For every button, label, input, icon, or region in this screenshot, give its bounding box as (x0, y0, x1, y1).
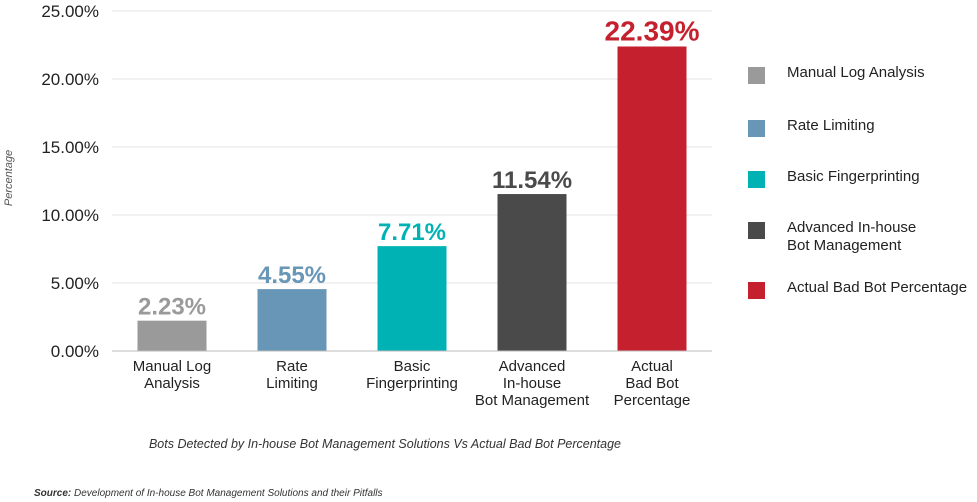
x-category-label: Advanced In-house Bot Management (475, 358, 590, 409)
value-label: 2.23% (138, 294, 206, 321)
y-axis-ticks: 0.00% 5.00% 10.00% 15.00% 20.00% 25.00% (41, 2, 99, 361)
legend-item-rate-limiting: Rate Limiting (748, 117, 977, 137)
legend-label: Actual Bad Bot Percentage (787, 279, 968, 296)
legend-item-manual-log-analysis: Manual Log Analysis (748, 64, 977, 84)
legend-item-advanced-in-house: Advanced In-house Bot Management (748, 219, 977, 255)
legend-item-basic-fingerprinting: Basic Fingerprinting (748, 168, 977, 188)
bar (617, 46, 687, 351)
bar (497, 194, 567, 351)
y-tick-label: 0.00% (51, 342, 99, 361)
legend-swatch (748, 67, 765, 84)
value-labels: 2.23% 4.55% 7.71% 11.54% 22.39% (138, 15, 700, 320)
value-label: 22.39% (605, 15, 700, 46)
value-label: 11.54% (492, 167, 572, 194)
y-tick-label: 20.00% (41, 70, 99, 89)
legend-item-actual-bad-bot: Actual Bad Bot Percentage (748, 279, 977, 299)
x-category-label: Manual Log Analysis (133, 358, 211, 392)
legend-label: Rate Limiting (787, 117, 875, 134)
y-tick-label: 15.00% (41, 138, 99, 157)
legend-swatch (748, 120, 765, 137)
value-label: 4.55% (258, 262, 326, 289)
legend-swatch (748, 222, 765, 239)
bar (257, 289, 327, 351)
source-note: Source: Development of In-house Bot Mana… (34, 488, 383, 499)
bar (377, 246, 447, 351)
legend-label: Manual Log Analysis (787, 64, 925, 81)
x-category-label: Basic Fingerprinting (366, 358, 458, 392)
legend-label: Basic Fingerprinting (787, 168, 920, 185)
source-label: Source: (34, 488, 72, 499)
y-tick-label: 10.00% (41, 206, 99, 225)
legend-swatch (748, 171, 765, 188)
x-axis-categories: Manual Log Analysis Rate Limiting Basic Finge… (133, 358, 691, 409)
y-tick-label: 5.00% (51, 274, 99, 293)
y-axis-label: Percentage (3, 150, 15, 206)
bar (137, 320, 207, 351)
value-label: 7.71% (378, 219, 446, 246)
chart-caption: Bots Detected by In-house Bot Management… (148, 437, 622, 451)
legend-swatch (748, 282, 765, 299)
x-category-label: Rate Limiting (266, 358, 318, 392)
source-text: Development of In-house Bot Management S… (74, 488, 383, 499)
y-tick-label: 25.00% (41, 2, 99, 21)
x-category-label: Actual Bad Bot Percentage (614, 358, 691, 409)
bars (137, 46, 687, 351)
legend-label: Advanced In-house Bot Management (787, 219, 917, 254)
